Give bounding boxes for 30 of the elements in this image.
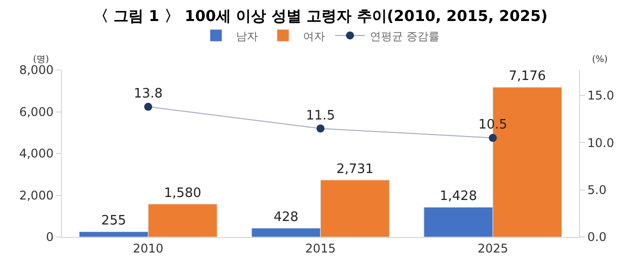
legend-label: 남자 xyxy=(236,30,258,43)
data-label: 7,176 xyxy=(508,69,546,84)
x-tick-label: 2025 xyxy=(478,241,508,256)
data-label: 428 xyxy=(274,210,298,226)
x-tick-label: 2010 xyxy=(132,241,164,256)
y2-tick-label: 5.0 xyxy=(587,183,606,198)
point xyxy=(488,134,497,142)
y-tick-label: 2,000 xyxy=(19,188,54,202)
y-tick-label: 4,000 xyxy=(19,146,54,161)
y2-tick-label: 0.0 xyxy=(587,230,606,244)
data-label: 1,580 xyxy=(164,186,202,202)
y-axis-title: (명) xyxy=(33,55,50,65)
legend-label: 여자 xyxy=(303,30,325,43)
data-label: 11.5 xyxy=(306,108,335,124)
data-label: 13.8 xyxy=(134,86,163,102)
y-tick-label: 6,000 xyxy=(19,104,54,119)
y2-tick-label: 10.0 xyxy=(587,136,614,150)
data-label: 2,731 xyxy=(336,162,374,177)
data-label: 255 xyxy=(101,214,126,229)
legend-label: 연평균 증감률 xyxy=(370,30,440,43)
y-tick-label: 0 xyxy=(46,230,54,244)
x-tick-label: 2015 xyxy=(305,241,336,256)
y2-axis-title: (%) xyxy=(592,55,608,65)
y2-tick-label: 15.0 xyxy=(587,88,614,103)
point xyxy=(144,102,152,111)
y-tick-label: 8,000 xyxy=(19,63,54,78)
chart-title: 〈 그림 1 〉 100세 이상 성별 고령자 추이(2010, 2015, 2025) xyxy=(93,7,548,26)
data-label: 1,428 xyxy=(440,189,477,204)
data-label: 10.5 xyxy=(478,118,508,133)
point xyxy=(316,124,324,132)
